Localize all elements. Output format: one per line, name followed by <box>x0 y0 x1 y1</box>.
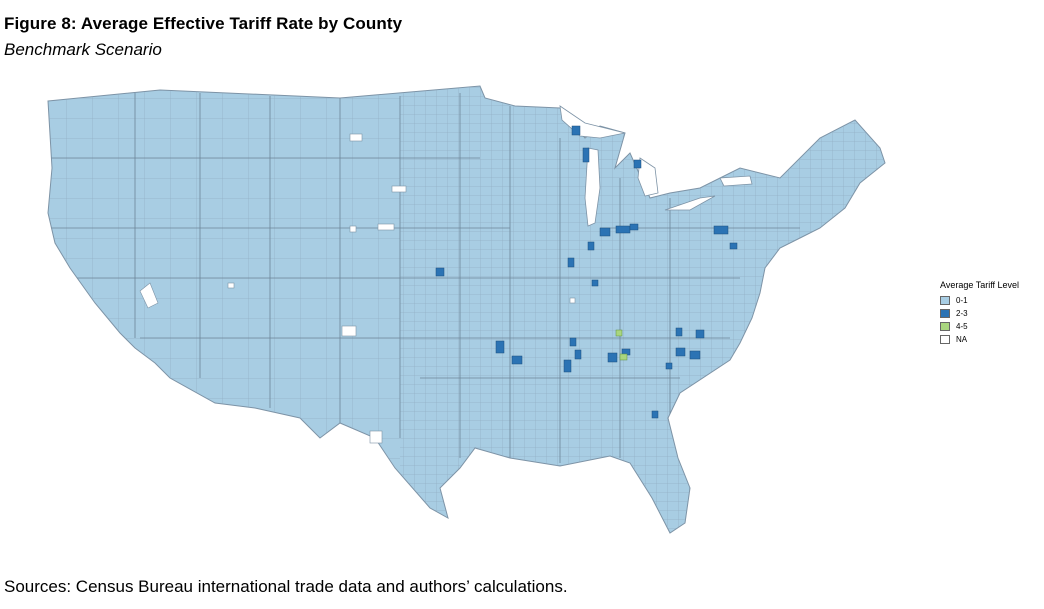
lake-michigan <box>584 147 601 227</box>
county-borders <box>48 86 885 533</box>
na-county <box>569 297 576 304</box>
na-county <box>139 282 159 309</box>
county-2-3 <box>587 241 595 251</box>
lake-huron <box>637 157 659 197</box>
legend-swatch <box>940 309 950 318</box>
county-2-3 <box>629 223 639 231</box>
county-2-3 <box>495 340 505 354</box>
county-2-3 <box>567 257 575 268</box>
county-2-3 <box>511 355 523 365</box>
county-2-3 <box>591 279 599 287</box>
legend-swatch <box>940 322 950 331</box>
legend-title: Average Tariff Level <box>940 280 1020 290</box>
legend-item-4-5: 4-5 <box>940 320 1019 333</box>
map-legend: Average Tariff Level 0-1 2-3 4-5 NA <box>940 280 1019 346</box>
legend-item-2-3: 2-3 <box>940 307 1019 320</box>
legend-item-0-1: 0-1 <box>940 294 1019 307</box>
county-2-3 <box>569 337 577 347</box>
na-county <box>349 133 363 142</box>
na-county <box>391 185 407 193</box>
county-2-3 <box>651 410 659 419</box>
county-2-3 <box>582 147 590 163</box>
us-county-map <box>40 78 900 548</box>
legend-label: 0-1 <box>956 296 968 305</box>
legend-label: 4-5 <box>956 322 968 331</box>
county-4-5 <box>615 329 623 337</box>
county-2-3 <box>571 125 581 136</box>
county-4-5 <box>619 353 628 361</box>
county-2-3 <box>695 329 705 339</box>
na-county <box>377 223 395 231</box>
county-2-3 <box>633 159 642 169</box>
sources-note: Sources: Census Bureau international tra… <box>4 577 568 596</box>
figure-subtitle: Benchmark Scenario <box>4 40 162 59</box>
tariff-2-3-counties <box>435 125 738 419</box>
county-2-3 <box>615 225 631 234</box>
county-2-3 <box>607 352 618 363</box>
legend-label: NA <box>956 335 968 344</box>
county-2-3 <box>675 347 686 357</box>
na-county <box>349 225 357 233</box>
legend-item-na: NA <box>940 333 1019 346</box>
na-county <box>369 430 383 444</box>
legend-swatch <box>940 296 950 305</box>
county-2-3 <box>675 327 683 337</box>
na-county <box>227 282 235 289</box>
county-2-3 <box>729 242 738 250</box>
county-2-3 <box>563 359 572 373</box>
figure-title: Figure 8: Average Effective Tariff Rate … <box>4 14 403 33</box>
lake-erie <box>664 195 716 211</box>
legend-label: 2-3 <box>956 309 968 318</box>
county-2-3 <box>665 362 673 370</box>
county-2-3 <box>713 225 729 235</box>
na-counties <box>139 133 576 444</box>
county-2-3 <box>599 227 611 237</box>
county-2-3 <box>574 349 582 360</box>
na-county <box>341 325 357 337</box>
lake-ontario <box>719 175 753 187</box>
county-2-3 <box>689 350 701 360</box>
tariff-4-5-counties <box>615 329 628 361</box>
legend-swatch <box>940 335 950 344</box>
county-2-3 <box>435 267 445 277</box>
